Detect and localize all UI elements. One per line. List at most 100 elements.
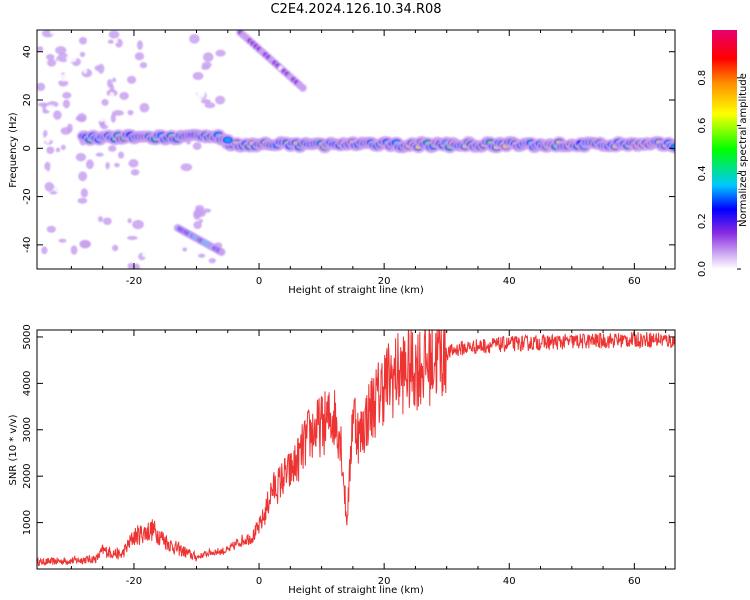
snr-x-tick-label: 20 [378, 576, 391, 587]
spectrogram-blob [46, 225, 56, 233]
spectrogram-blob [107, 39, 115, 44]
spectrogram-blob [204, 102, 216, 109]
spectrogram-blob [59, 73, 69, 82]
spectrogram-blob [37, 121, 47, 127]
spectrogram-blob [192, 142, 202, 151]
snr-y-tick-label: 3000 [22, 417, 33, 442]
spectrogram-blob [119, 91, 129, 100]
spectrogram-blob [80, 188, 88, 198]
spectrogram-blob [189, 33, 200, 44]
spectrogram-blob [95, 152, 104, 157]
spectrogram-blob [112, 50, 123, 58]
spectrogram-blob [75, 115, 86, 122]
spectrogram-blob [60, 127, 71, 135]
spectrogram-blob [75, 152, 87, 162]
spectrogram-blob [128, 246, 135, 254]
spectrogram-blob [139, 62, 148, 69]
spectrogram-blob [196, 244, 205, 255]
spectrogram-blob [37, 46, 44, 52]
spectrogram-blob [214, 114, 225, 123]
spectrogram-x-tick-label: 0 [256, 276, 262, 287]
spectrogram-blob [117, 151, 125, 159]
spectrogram-blob [108, 30, 120, 39]
page-title: C2E4.2024.126.10.34.R08 [270, 2, 442, 17]
snr-y-tick-label: 2000 [22, 463, 33, 488]
spectrogram-blob [102, 217, 112, 226]
spectrogram-y-tick-label: -20 [22, 188, 33, 204]
spectrogram-blob [300, 85, 306, 91]
spectrogram-blob [130, 169, 140, 176]
spectrogram-blob [70, 245, 78, 255]
snr-y-label: SNR (10 * v/v) [8, 414, 19, 485]
snr-y-tick-label: 4000 [22, 371, 33, 396]
spectrogram-blob [197, 32, 204, 37]
spectrogram-axes: -20 0 20 40 60 -40 -20 0 20 40 [22, 29, 676, 287]
spectrogram-blob [37, 265, 44, 269]
spectrogram-blob [66, 54, 77, 63]
spectrogram-blob [119, 84, 127, 93]
snr-x-tick-label: 40 [503, 576, 516, 587]
spectrogram-blob [109, 91, 115, 102]
spectrogram-blob [127, 218, 132, 224]
spectrogram-blob [113, 38, 118, 44]
spectrogram-y-tick-label: -40 [22, 237, 33, 253]
spectrogram-y-tick-label: 20 [22, 94, 33, 107]
spectrogram-blob [97, 63, 105, 74]
spectrogram-blob [202, 52, 214, 62]
spectrogram-blob [119, 252, 128, 258]
spectrogram-blob [128, 159, 139, 168]
spectrogram-blob [120, 165, 131, 172]
colorbar-ticks: 0.0 0.2 0.4 0.6 0.8 [697, 70, 741, 277]
spectrogram-blob [77, 197, 88, 204]
spectrogram-blob [193, 209, 202, 218]
spectrogram-blob [224, 137, 232, 143]
spectrogram-plot: -20 0 20 40 60 -40 -20 0 20 40 Height of straight… [8, 29, 749, 296]
spectrogram-blob [78, 91, 88, 96]
spectrogram-blob [127, 109, 134, 116]
snr-frame [36, 329, 676, 570]
spectrogram-blob [80, 125, 91, 130]
spectrogram-blob [141, 252, 148, 258]
spectrogram-blob [108, 170, 118, 175]
spectrogram-blob [196, 56, 202, 64]
spectrogram-blob [141, 228, 150, 237]
spectrogram-x-tick-label: 40 [503, 276, 516, 287]
spectrogram-y-tick-label: 40 [22, 45, 33, 58]
spectrogram-blob [202, 208, 212, 213]
spectrogram-blob [198, 253, 206, 258]
spectrogram-blob [38, 234, 44, 239]
spectrogram-blob [78, 36, 88, 45]
spectrogram-blob [99, 199, 105, 209]
spectrogram-blob [82, 68, 88, 74]
spectrogram-blob [197, 88, 206, 99]
spectrogram-blob [45, 104, 56, 112]
spectrogram-blob [49, 83, 57, 93]
spectrogram-blob [114, 162, 120, 168]
spectrogram-blob [68, 103, 80, 109]
snr-x-label: Height of straight line (km) [288, 585, 424, 596]
spectrogram-blob [201, 61, 212, 68]
spectrogram-blob [47, 58, 57, 67]
spectrogram-blob [72, 148, 78, 154]
colorbar-tick-label: 0.8 [697, 70, 708, 86]
spectrogram-y-label: Frequency (Hz) [8, 112, 19, 188]
spectrogram-blob [57, 200, 62, 206]
spectrogram-blob [44, 135, 51, 144]
spectrogram-blob [61, 264, 72, 269]
spectrogram-blob [46, 146, 55, 154]
spectrogram-blob [52, 230, 60, 239]
spectrogram-blob [79, 240, 91, 248]
spectrogram-blob [46, 53, 55, 61]
spectrogram-blob [136, 40, 143, 51]
spectrogram-frame [36, 29, 676, 270]
spectrogram-blob [203, 181, 214, 189]
spectrogram-blob [62, 99, 71, 109]
spectrogram-blob [71, 182, 77, 191]
snr-series-line [37, 330, 675, 567]
spectrogram-blob [127, 235, 138, 241]
spectrogram-blob [41, 168, 48, 176]
spectrogram-blob [132, 219, 144, 230]
spectrogram-blob [134, 107, 140, 118]
spectrogram-blob [74, 212, 80, 217]
snr-x-tick-label: 0 [256, 576, 262, 587]
